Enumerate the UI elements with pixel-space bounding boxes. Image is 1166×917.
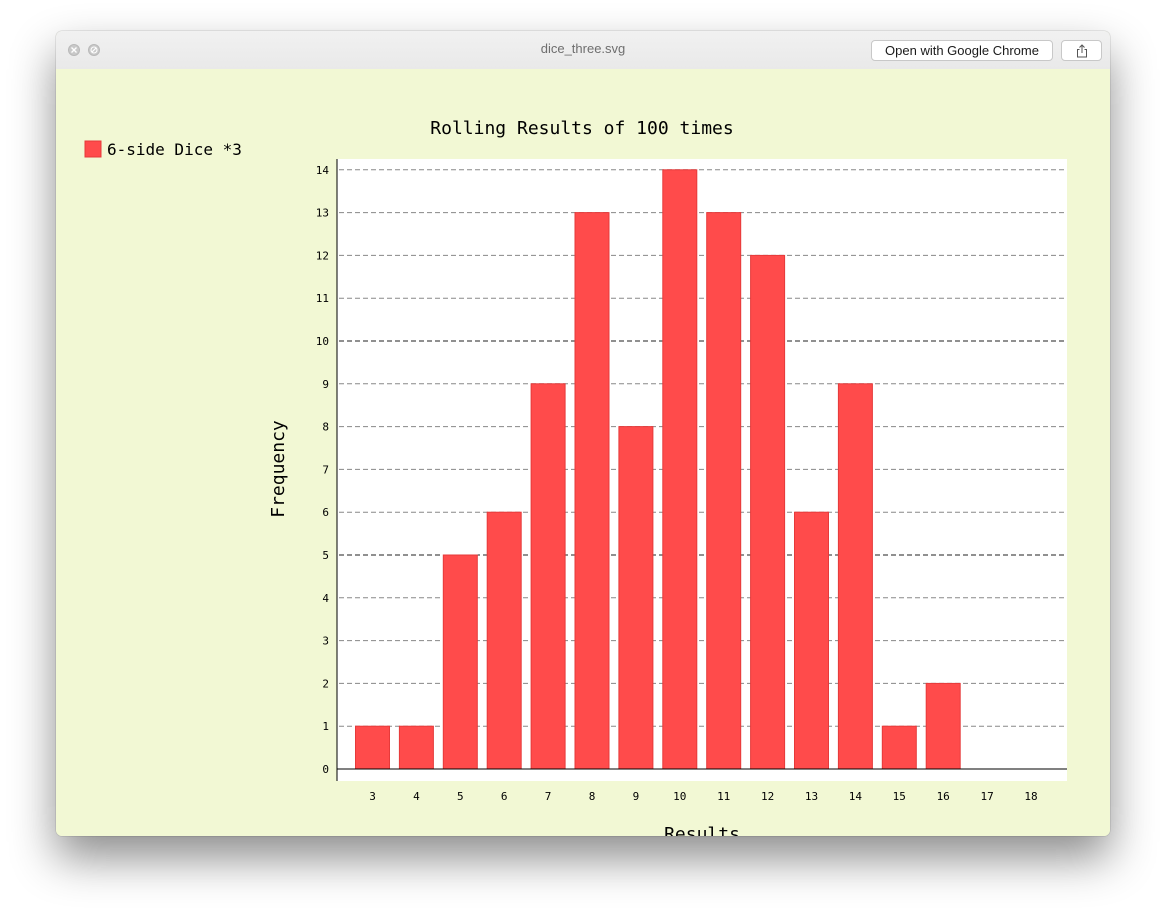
- bar: [750, 254, 786, 770]
- bars: [355, 169, 961, 770]
- x-tick-label: 4: [413, 790, 420, 803]
- legend-label: 6-side Dice *3: [107, 140, 242, 159]
- y-tick-label: 5: [322, 549, 329, 562]
- x-tick-label: 12: [761, 790, 774, 803]
- chart-svg: Rolling Results of 100 times 6-side Dice…: [84, 118, 1067, 836]
- legend-swatch: [84, 140, 102, 158]
- bar: [925, 682, 961, 770]
- close-button[interactable]: [68, 44, 80, 56]
- x-tick-label: 11: [717, 790, 730, 803]
- bar: [794, 511, 829, 770]
- bar: [398, 725, 434, 770]
- y-tick-label: 2: [322, 677, 329, 690]
- y-tick-label: 1: [322, 720, 329, 733]
- bar: [530, 383, 566, 770]
- y-tick-label: 6: [322, 506, 329, 519]
- y-tick-label: 10: [316, 335, 329, 348]
- bar: [837, 383, 873, 770]
- y-tick-label: 11: [316, 292, 329, 305]
- minimize-disabled-icon: [90, 46, 98, 54]
- y-tick-label: 7: [322, 463, 329, 476]
- x-tick-label: 17: [980, 790, 993, 803]
- y-tick-label: 8: [322, 421, 329, 434]
- minimize-button: [88, 44, 100, 56]
- close-icon: [71, 47, 77, 53]
- x-tick-label: 18: [1024, 790, 1037, 803]
- x-tick-label: 15: [893, 790, 906, 803]
- y-tick-label: 14: [316, 164, 330, 177]
- x-tick-label: 3: [369, 790, 376, 803]
- x-tick-labels: 3 4 5 6 7 8 9 10 11 12 13 14 15 16 17 18: [369, 790, 1037, 803]
- open-with-chrome-button[interactable]: Open with Google Chrome: [871, 40, 1053, 61]
- window-title: dice_three.svg: [540, 41, 626, 56]
- bar: [618, 426, 654, 770]
- x-tick-label: 10: [673, 790, 686, 803]
- bar: [881, 725, 917, 770]
- y-tick-label: 0: [322, 763, 329, 776]
- x-tick-label: 8: [589, 790, 596, 803]
- bar: [706, 212, 742, 770]
- x-axis-label: Results: [664, 824, 740, 836]
- share-button[interactable]: [1061, 40, 1102, 61]
- y-tick-label: 13: [316, 207, 329, 220]
- x-tick-label: 5: [457, 790, 464, 803]
- bar: [662, 169, 698, 770]
- bar: [486, 511, 522, 770]
- svg-viewport: Rolling Results of 100 times 6-side Dice…: [56, 69, 1110, 836]
- x-tick-label: 7: [545, 790, 552, 803]
- title-bar: dice_three.svg Open with Google Chrome: [56, 31, 1110, 70]
- y-tick-label: 4: [322, 592, 329, 605]
- share-icon: [1076, 43, 1087, 57]
- bar: [574, 212, 610, 770]
- x-tick-label: 9: [633, 790, 640, 803]
- legend: 6-side Dice *3: [84, 140, 242, 159]
- x-tick-label: 6: [501, 790, 508, 803]
- y-axis-label: Frequency: [268, 420, 289, 518]
- x-tick-label: 16: [937, 790, 950, 803]
- bar: [442, 554, 478, 770]
- chart-title: Rolling Results of 100 times: [430, 118, 733, 139]
- y-tick-label: 9: [322, 378, 329, 391]
- x-tick-label: 13: [805, 790, 818, 803]
- viewer-window: dice_three.svg Open with Google Chrome R…: [56, 31, 1110, 836]
- y-tick-label: 12: [316, 249, 329, 262]
- y-tick-label: 3: [322, 635, 329, 648]
- bar: [355, 725, 390, 770]
- x-tick-label: 14: [849, 790, 863, 803]
